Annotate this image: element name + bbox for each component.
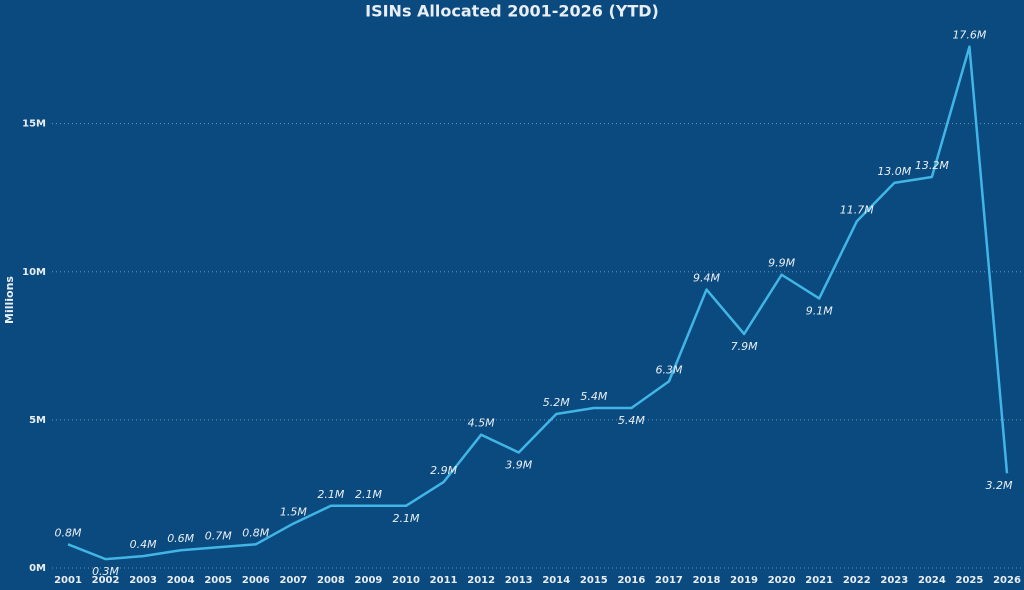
- x-tick-label: 2020: [768, 575, 796, 586]
- data-label: 2.1M: [317, 488, 344, 501]
- data-label: 11.7M: [840, 203, 874, 216]
- x-tick-label: 2018: [693, 575, 721, 586]
- data-label: 5.2M: [543, 396, 570, 409]
- data-label: 13.0M: [877, 165, 911, 178]
- x-tick-label: 2017: [655, 575, 683, 586]
- y-tick-label: 5M: [29, 415, 46, 426]
- x-tick-label: 2003: [129, 575, 157, 586]
- data-label: 13.2M: [915, 159, 949, 172]
- data-label: 6.3M: [655, 363, 682, 376]
- x-tick-label: 2005: [204, 575, 232, 586]
- y-tick-label: 0M: [29, 563, 46, 574]
- x-tick-label: 2010: [392, 575, 420, 586]
- line-series: [67, 45, 1009, 561]
- data-label: 0.3M: [92, 565, 119, 578]
- data-label: 5.4M: [580, 390, 607, 403]
- data-label: 0.8M: [55, 526, 82, 539]
- data-label: 0.7M: [205, 529, 232, 542]
- data-label: 0.8M: [242, 526, 269, 539]
- x-tick-label: 2009: [355, 575, 383, 586]
- x-tick-label: 2007: [279, 575, 307, 586]
- x-tick-label: 2014: [542, 575, 570, 586]
- x-tick-label: 2013: [505, 575, 533, 586]
- data-label: 2.9M: [430, 464, 457, 477]
- x-tick-label: 2026: [993, 575, 1021, 586]
- y-tick-label: 15M: [22, 119, 46, 130]
- x-tick-label: 2025: [956, 575, 984, 586]
- data-label: 2.1M: [355, 488, 382, 501]
- x-tick-label: 2019: [730, 575, 758, 586]
- x-tick-label: 2011: [430, 575, 458, 586]
- data-label: 4.5M: [468, 417, 495, 430]
- x-tick-label: 2004: [167, 575, 195, 586]
- data-label: 17.6M: [952, 29, 986, 42]
- y-axis-label: Millions: [3, 276, 16, 324]
- data-label: 3.9M: [505, 458, 532, 471]
- x-tick-label: 2008: [317, 575, 345, 586]
- x-tick-label: 2015: [580, 575, 608, 586]
- x-tick-label: 2006: [242, 575, 270, 586]
- x-tick-label: 2022: [843, 575, 871, 586]
- x-tick-label: 2016: [617, 575, 645, 586]
- data-label: 1.5M: [280, 506, 307, 519]
- x-tick-label: 2023: [880, 575, 908, 586]
- y-tick-label: 10M: [22, 267, 46, 278]
- data-label: 2.1M: [393, 512, 420, 525]
- data-label: 9.4M: [693, 272, 720, 285]
- data-label: 9.9M: [768, 257, 795, 270]
- data-label: 0.6M: [167, 532, 194, 545]
- data-label: 7.9M: [731, 340, 758, 353]
- data-label: 9.1M: [806, 304, 833, 317]
- x-tick-label: 2012: [467, 575, 495, 586]
- data-label: 5.4M: [618, 414, 645, 427]
- data-label: 0.4M: [130, 538, 157, 551]
- chart-title: ISINs Allocated 2001-2026 (YTD): [365, 2, 659, 21]
- x-tick-label: 2021: [805, 575, 833, 586]
- x-tick-label: 2002: [92, 575, 120, 586]
- data-label: 3.2M: [986, 479, 1013, 492]
- x-tick-label: 2001: [54, 575, 82, 586]
- x-tick-label: 2024: [918, 575, 946, 586]
